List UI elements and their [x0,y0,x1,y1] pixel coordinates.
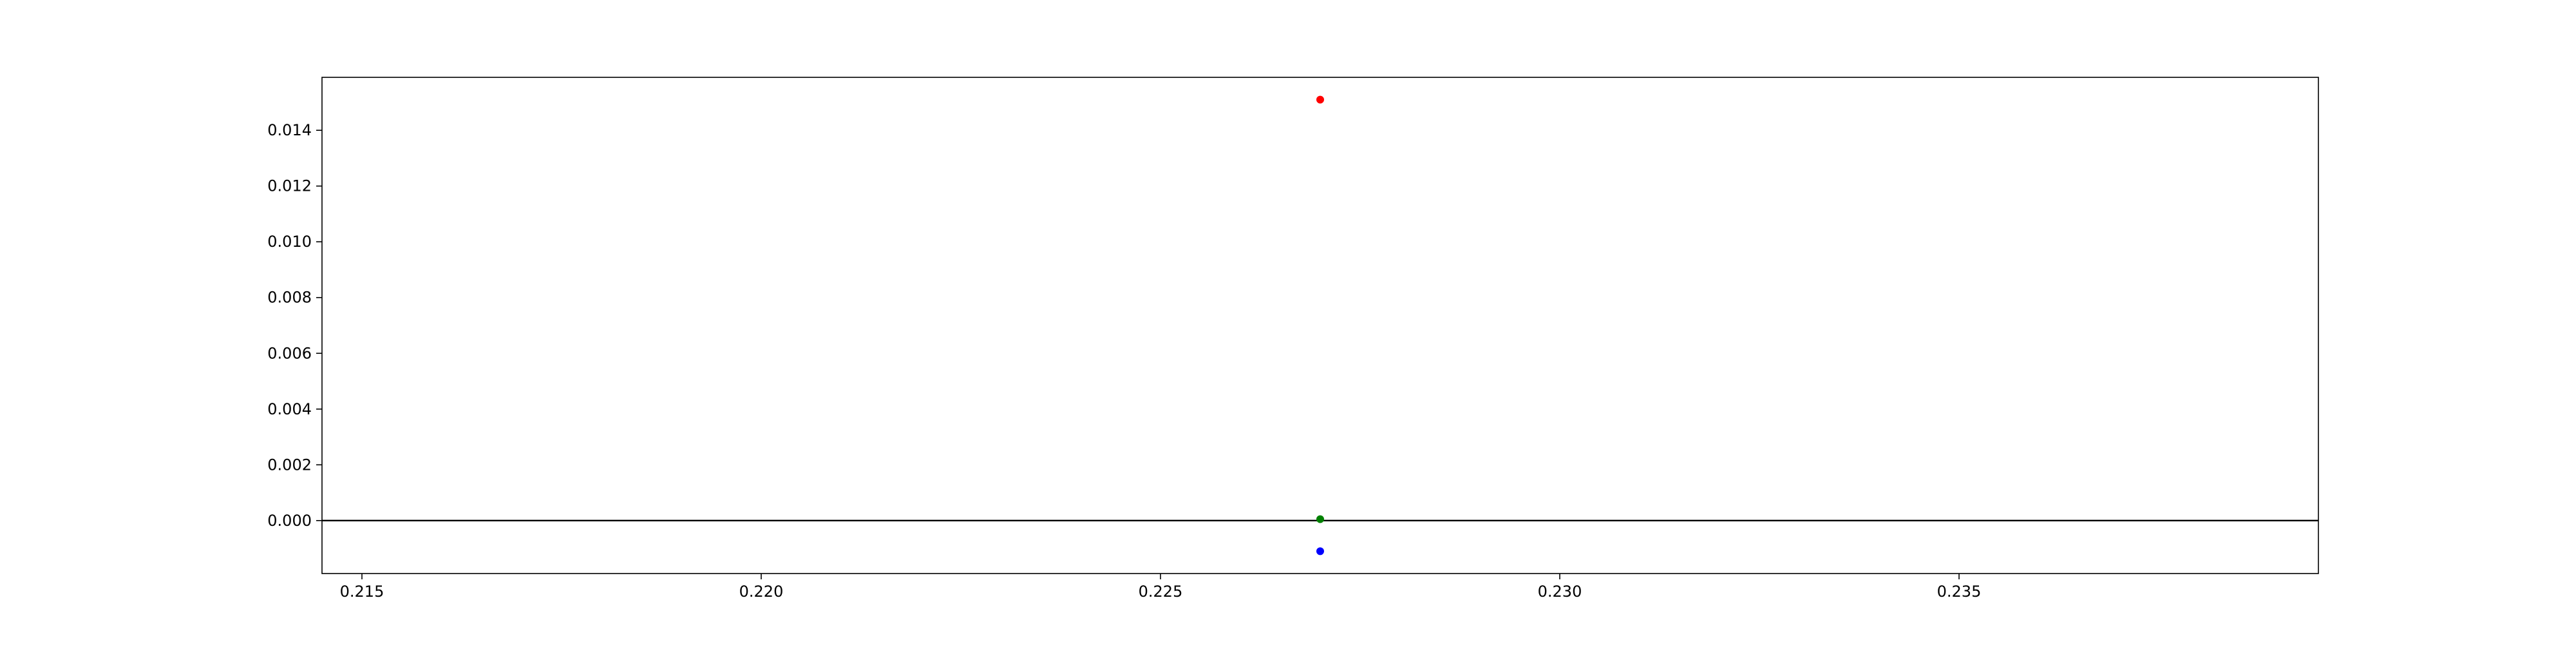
data-point-0 [1316,95,1324,104]
y-tick-label: 0.000 [267,512,312,530]
x-tick-label: 0.220 [739,583,784,601]
x-tick-label: 0.230 [1538,583,1582,601]
y-tick-label: 0.006 [267,344,312,362]
y-tick-label: 0.014 [267,121,312,139]
x-tick-label: 0.235 [1937,583,1982,601]
y-tick-label: 0.004 [267,400,312,418]
x-tick-label: 0.215 [340,583,384,601]
data-point-2 [1316,547,1324,555]
x-axis: 0.215 0.220 0.225 0.230 0.235 [340,574,1982,601]
x-tick-label: 0.225 [1139,583,1183,601]
data-point-1 [1316,515,1324,523]
axes-frame [321,77,2319,574]
y-tick-label: 0.010 [267,233,312,251]
y-tick-label: 0.002 [267,456,312,474]
y-tick-label: 0.012 [267,177,312,195]
y-axis: 0.000 0.002 0.004 0.006 0.008 0.010 0.012 0.014 [267,121,322,530]
data-points [1316,95,1324,555]
y-tick-label: 0.008 [267,289,312,307]
